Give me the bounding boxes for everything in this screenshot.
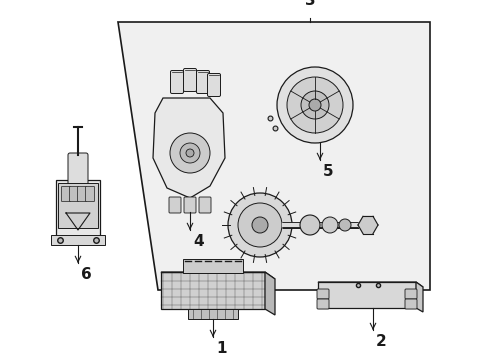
Circle shape [238,203,282,247]
FancyBboxPatch shape [68,153,88,185]
Text: 3: 3 [304,0,315,8]
Polygon shape [118,22,429,290]
Polygon shape [264,272,274,315]
Polygon shape [317,282,422,287]
Circle shape [321,217,337,233]
Circle shape [338,219,350,231]
FancyBboxPatch shape [404,299,416,309]
FancyBboxPatch shape [61,186,70,202]
Circle shape [251,217,267,233]
Text: 1: 1 [216,341,226,356]
Circle shape [299,215,319,235]
Circle shape [308,99,320,111]
Circle shape [170,133,209,173]
FancyBboxPatch shape [51,235,105,245]
Circle shape [276,67,352,143]
FancyBboxPatch shape [77,186,86,202]
FancyBboxPatch shape [316,299,328,309]
Circle shape [227,193,291,257]
FancyBboxPatch shape [56,180,100,240]
FancyBboxPatch shape [199,197,210,213]
FancyBboxPatch shape [85,186,94,202]
Polygon shape [415,282,422,312]
FancyBboxPatch shape [69,186,79,202]
FancyBboxPatch shape [404,289,416,299]
Polygon shape [161,272,264,309]
Polygon shape [357,216,377,234]
Circle shape [180,143,200,163]
FancyBboxPatch shape [169,197,181,213]
Text: 2: 2 [375,334,386,349]
Circle shape [301,91,328,119]
Polygon shape [317,282,415,308]
FancyBboxPatch shape [187,309,238,319]
FancyBboxPatch shape [183,197,196,213]
FancyBboxPatch shape [58,183,98,228]
FancyBboxPatch shape [316,289,328,299]
Polygon shape [161,272,274,279]
Polygon shape [153,98,224,198]
Text: 5: 5 [323,164,333,179]
Circle shape [185,149,194,157]
FancyBboxPatch shape [207,73,220,96]
Text: 4: 4 [193,234,203,249]
FancyBboxPatch shape [170,71,183,94]
FancyBboxPatch shape [183,68,196,91]
Text: 6: 6 [81,267,92,282]
FancyBboxPatch shape [183,259,243,273]
FancyBboxPatch shape [196,71,209,94]
Circle shape [286,77,342,133]
